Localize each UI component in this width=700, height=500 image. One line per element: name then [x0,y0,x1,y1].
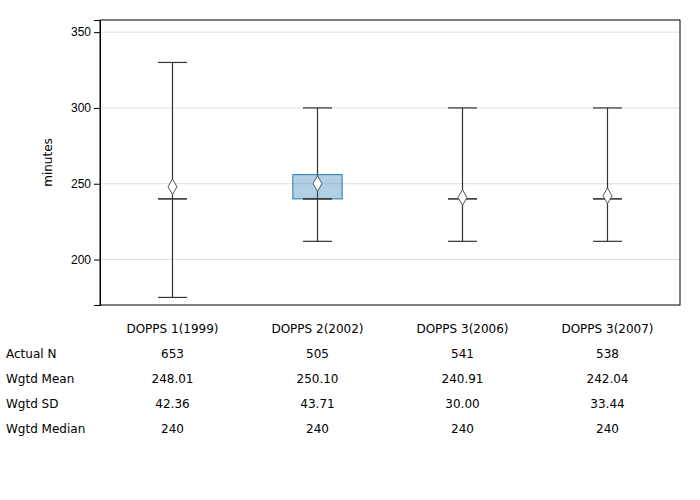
table-cell: 240 [306,422,329,436]
y-tick-mark [94,184,100,185]
table-cell: 240 [451,422,474,436]
table-cell: 541 [451,347,474,361]
table-cell: 242.04 [587,372,629,386]
table-header: DOPPS 3(2006) [416,322,508,336]
median [158,198,187,200]
table-header: DOPPS 2(2002) [271,322,363,336]
y-tick-label: 250 [71,177,91,191]
whisker-cap-bottom [593,241,622,242]
box-group [293,108,342,241]
table-cell: 43.71 [300,397,334,411]
grid-line [100,183,680,184]
y-axis: 200 250 300 350 [71,21,101,306]
y-tick-label: 200 [71,253,91,267]
table-cell: 538 [596,347,619,361]
table-cell: 42.36 [155,397,189,411]
box [293,175,342,199]
y-tick-mark [94,32,100,33]
grid [100,32,680,259]
chart: 200 250 300 350 minutes DOPPS 1(1999) DOPPS 2(… [0,0,700,500]
y-tick: 300 [71,101,100,115]
table-cell: 240 [161,422,184,436]
plot: 200 250 300 350 [71,20,680,306]
whisker [607,108,608,241]
table-cell: 505 [306,347,329,361]
table-row-label: Wgtd SD [6,397,58,411]
whisker-cap-top [593,107,622,108]
y-tick: 250 [71,177,100,191]
y-tick: 350 [71,25,100,39]
whisker-cap-bottom [448,241,477,242]
median [303,198,332,200]
grid-line [100,32,680,33]
table-row-label: Wgtd Mean [6,372,74,386]
y-tick-label: 350 [71,25,91,39]
y-tick-mark [94,108,100,109]
table-cell: 240.91 [442,372,484,386]
marks [158,62,622,297]
y-tick: 200 [71,253,100,267]
table-cell: 653 [161,347,184,361]
box-group [158,62,187,297]
box-group [448,108,477,241]
table: DOPPS 1(1999) DOPPS 2(2002) DOPPS 3(2006) D… [6,322,654,436]
mean [458,190,467,206]
grid-line [100,107,680,108]
grid-line [100,259,680,260]
plot-frame [100,20,680,305]
whisker [462,108,463,241]
table-row-label: Wgtd Median [6,422,85,436]
table-cell: 248.01 [152,372,194,386]
whisker-cap-bottom [158,297,187,298]
table-cell: 30.00 [445,397,479,411]
table-header: DOPPS 1(1999) [126,322,218,336]
mean [313,176,322,192]
mean [603,188,612,204]
y-axis-title: minutes [41,138,55,187]
whisker-cap-top [303,107,332,108]
whisker-cap-top [448,107,477,108]
whisker-cap-top [158,62,187,63]
box-group [593,108,622,241]
mean [168,179,177,195]
whisker-cap-bottom [303,241,332,242]
table-cell: 33.44 [590,397,624,411]
table-row-label: Actual N [6,347,56,361]
y-tick-label: 300 [71,101,91,115]
table-cell: 240 [596,422,619,436]
y-tick-mark [94,260,100,261]
table-header: DOPPS 3(2007) [561,322,653,336]
table-cell: 250.10 [297,372,339,386]
